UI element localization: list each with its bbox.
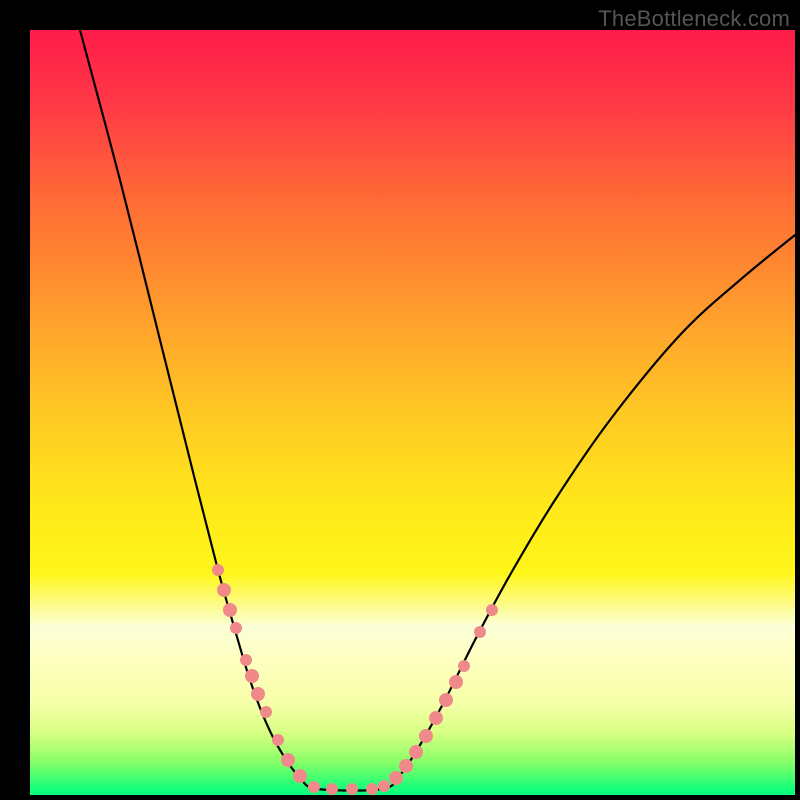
curve-marker xyxy=(272,734,284,746)
curve-marker xyxy=(308,781,320,793)
curve-marker xyxy=(230,622,242,634)
curve-marker xyxy=(251,687,265,701)
curve-marker xyxy=(217,583,231,597)
watermark-text: TheBottleneck.com xyxy=(598,6,790,32)
plot-area xyxy=(30,30,795,795)
curve-marker xyxy=(439,693,453,707)
curve-marker xyxy=(293,769,307,783)
bottleneck-curve-plot xyxy=(0,0,800,800)
curve-marker xyxy=(281,753,295,767)
curve-marker xyxy=(378,780,390,792)
curve-marker xyxy=(409,745,423,759)
curve-marker xyxy=(429,711,443,725)
curve-marker xyxy=(366,783,378,795)
curve-marker xyxy=(419,729,433,743)
curve-marker xyxy=(474,626,486,638)
curve-marker xyxy=(458,660,470,672)
curve-marker xyxy=(240,654,252,666)
curve-marker xyxy=(245,669,259,683)
curve-marker xyxy=(260,706,272,718)
curve-marker xyxy=(346,783,358,795)
chart-container: TheBottleneck.com xyxy=(0,0,800,800)
curve-marker xyxy=(389,771,403,785)
curve-marker xyxy=(449,675,463,689)
curve-marker xyxy=(326,783,338,795)
curve-marker xyxy=(212,564,224,576)
curve-marker xyxy=(486,604,498,616)
curve-marker xyxy=(223,603,237,617)
curve-marker xyxy=(399,759,413,773)
